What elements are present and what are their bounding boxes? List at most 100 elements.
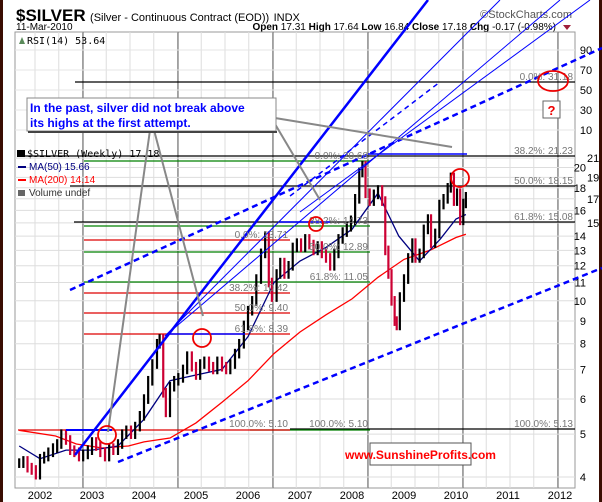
rsi-icon [19, 37, 25, 44]
stockcharts-copyright: ©StockCharts.com [480, 9, 572, 21]
y-tick-label: 5 [580, 429, 586, 441]
y-tick-label: 6 [580, 394, 586, 406]
trendline-dashed-mid [289, 81, 441, 197]
x-tick-label: 2010 [444, 490, 468, 502]
high-value: 17.64 [334, 22, 359, 33]
fib-label: 50.0%: 9.40 [235, 303, 289, 314]
x-axis: 2002 2003 2004 2005 2006 2007 2008 2009 2010 2011… [28, 490, 572, 502]
y-tick-label: 11 [575, 277, 586, 289]
x-tick-label: 2005 [184, 490, 208, 502]
highlight-circles [97, 70, 569, 445]
trendlines [66, 0, 602, 464]
chg-value: -0.17 (-0.98%) [492, 22, 556, 33]
rsi-legend-text: RSI(14) 53.64 [27, 36, 105, 47]
volume-legend-text: Volume undef [29, 188, 90, 199]
y-tick-label: 12 [574, 261, 586, 273]
x-tick-label: 2009 [392, 490, 416, 502]
callout-box-bg [26, 97, 277, 132]
callout-text-line1: In the past, silver did not break above [30, 101, 245, 115]
rsi-tick-label: 50 [580, 85, 592, 97]
rsi-tick-label: 90 [580, 45, 592, 57]
low-label: Low [361, 22, 381, 33]
chart-date: 11-Mar-2010 [16, 22, 73, 33]
x-tick-label: 2002 [28, 490, 52, 502]
fib-label: 100.0%: 5.13 [514, 419, 573, 430]
fib-label: 50.0%: 18.15 [514, 176, 573, 187]
y-tick-label: 21 [587, 153, 599, 165]
callout-pointer [274, 117, 453, 148]
website-link[interactable]: www.SunshineProfits.com [344, 448, 496, 462]
fib-label: 61.8%: 11.05 [310, 272, 369, 283]
x-tick-label: 2006 [236, 490, 260, 502]
close-value: 17.18 [442, 22, 467, 33]
rsi-tick-label: 30 [580, 105, 592, 117]
y-tick-label: 9 [580, 316, 586, 328]
ma200-legend-text: MA(200) 14.14 [29, 175, 96, 186]
highlight-circle [192, 328, 212, 348]
y-tick-label: 4 [580, 472, 586, 484]
highlight-circle [450, 168, 470, 188]
question-box-bg [542, 100, 561, 119]
rsi-tick-label: 70 [580, 65, 592, 77]
highlight-circle [308, 216, 324, 232]
right-border [599, 0, 602, 502]
chart-description: (Silver - Continuous Contract (EOD)) [90, 12, 269, 24]
callout-text-line2: its highs at the first attempt. [30, 116, 191, 130]
chg-label: Chg [470, 22, 489, 33]
y-tick-label: 10 [574, 296, 586, 308]
x-tick-label: 2011 [496, 490, 520, 502]
y-tick-label: 14 [574, 231, 586, 243]
chart-title-line: $SILVER (Silver - Continuous Contract (E… [16, 6, 301, 25]
website-box-bg [369, 442, 472, 466]
fib-label: 61.8%: 8.39 [235, 324, 289, 335]
fib-label: 100.0%: 5.10 [309, 419, 368, 430]
y-tick-label: 8 [580, 339, 586, 351]
fib-label: 38.2%: 21.23 [514, 146, 573, 157]
trendline-thick [74, 0, 429, 456]
fib-label: 50.0%: 12.89 [309, 242, 368, 253]
rsi-legend: RSI(14) 53.64 [19, 36, 105, 47]
y-tick-label: 17 [587, 194, 599, 206]
x-tick-label: 2008 [340, 490, 364, 502]
ma50-swatch [18, 166, 26, 168]
fib-label: 100.0%: 5.10 [229, 419, 288, 430]
question-box: ? [542, 100, 561, 119]
price-legend: $SILVER (Weekly) 17.18 MA(50) 15.66 MA(2… [17, 149, 159, 199]
dropdown-triangle-icon[interactable] [563, 25, 571, 30]
fib-label: 0.0%: 13.71 [235, 230, 289, 241]
ohlc-readout: Open 17.31 High 17.64 Low 16.84 Close 17… [252, 22, 556, 33]
callout-pointer [107, 129, 151, 433]
ma200-swatch [18, 179, 26, 181]
trendline-thin [299, 0, 591, 213]
x-tick-label: 2012 [548, 490, 572, 502]
callout-pointers [107, 117, 453, 433]
x-tick-label: 2003 [80, 490, 104, 502]
website-box: www.SunshineProfits.com [344, 442, 496, 466]
rsi-tick-label: 10 [580, 125, 592, 137]
fib-labels: 0.0%: 31.18 38.2%: 21.23 50.0%: 18.15 61… [229, 72, 573, 430]
trendline-thin [164, 0, 501, 337]
price-bars [18, 160, 467, 480]
x-tick-label: 2007 [288, 490, 312, 502]
volume-icon [18, 190, 25, 196]
chart-symbol: $SILVER [16, 6, 86, 25]
y-tick-label: 18 [574, 183, 586, 195]
x-tick-label: 2004 [132, 490, 156, 502]
price-bars-icon [17, 150, 25, 157]
fib-label: 38.2%: 14.73 [309, 216, 368, 227]
trendline-dashed-lower [117, 266, 602, 464]
y-tick-label: 19 [587, 172, 599, 184]
open-label: Open [252, 22, 278, 33]
fib-label: 0.0%: 20.68 [315, 151, 369, 162]
y-tick-label: 7 [580, 364, 586, 376]
close-label: Close [412, 22, 440, 33]
open-value: 17.31 [281, 22, 306, 33]
fib-label: 61.8%: 15.08 [514, 212, 573, 223]
low-value: 16.84 [384, 22, 409, 33]
chart-exchange: INDX [274, 12, 301, 24]
high-label: High [309, 22, 331, 33]
ma50-legend-text: MA(50) 15.66 [29, 162, 90, 173]
